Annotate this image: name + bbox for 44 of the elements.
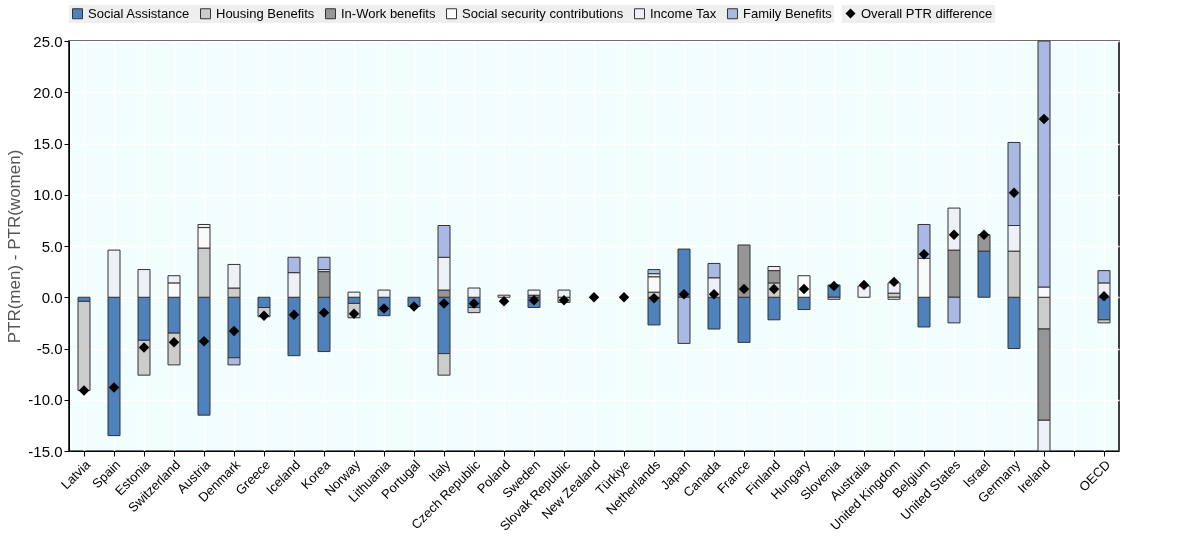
point xyxy=(978,229,990,240)
y-tick-label: 25.0 xyxy=(33,32,63,50)
legend-label: Housing Benefits xyxy=(216,5,315,21)
point xyxy=(288,309,300,320)
bar xyxy=(647,269,661,275)
y-tick-label: 0.0 xyxy=(41,288,63,306)
point xyxy=(588,292,600,303)
point xyxy=(738,283,750,295)
y-tick-label: 15.0 xyxy=(33,135,63,152)
point xyxy=(1038,113,1050,125)
y-tick-label: -10.0 xyxy=(28,391,63,409)
bar xyxy=(497,294,511,298)
point xyxy=(648,293,660,304)
y-tick-label: -15.0 xyxy=(28,442,63,460)
point xyxy=(408,301,420,312)
legend-label: Social Assistance xyxy=(88,5,190,21)
y-tick-label: 5.0 xyxy=(41,237,63,255)
legend-label: Social security contributions xyxy=(462,5,624,21)
y-tick-label: 10.0 xyxy=(33,186,63,204)
point xyxy=(498,296,510,307)
point xyxy=(108,382,120,393)
legend-label: Income Tax xyxy=(650,5,717,21)
point xyxy=(708,288,720,300)
legend-label: Family Benefits xyxy=(743,5,833,21)
y-tick-label: -5.0 xyxy=(36,340,63,357)
point xyxy=(228,325,240,337)
bar xyxy=(77,300,91,392)
y-tick-label: 20.0 xyxy=(33,83,63,101)
y-axis-title: PTR(men) - PTR(women) xyxy=(5,149,25,344)
bar xyxy=(317,256,331,271)
point xyxy=(198,336,210,347)
point xyxy=(438,298,450,309)
point xyxy=(858,279,870,291)
legend-label: Overall PTR difference xyxy=(861,5,993,21)
point xyxy=(678,288,690,300)
point xyxy=(318,307,330,318)
legend-label: In-Work benefits xyxy=(341,5,436,21)
point xyxy=(888,276,900,288)
point xyxy=(1098,290,1110,302)
point xyxy=(78,385,90,396)
bar xyxy=(527,289,541,296)
point xyxy=(1008,187,1020,198)
point xyxy=(828,280,840,292)
point xyxy=(618,292,630,303)
